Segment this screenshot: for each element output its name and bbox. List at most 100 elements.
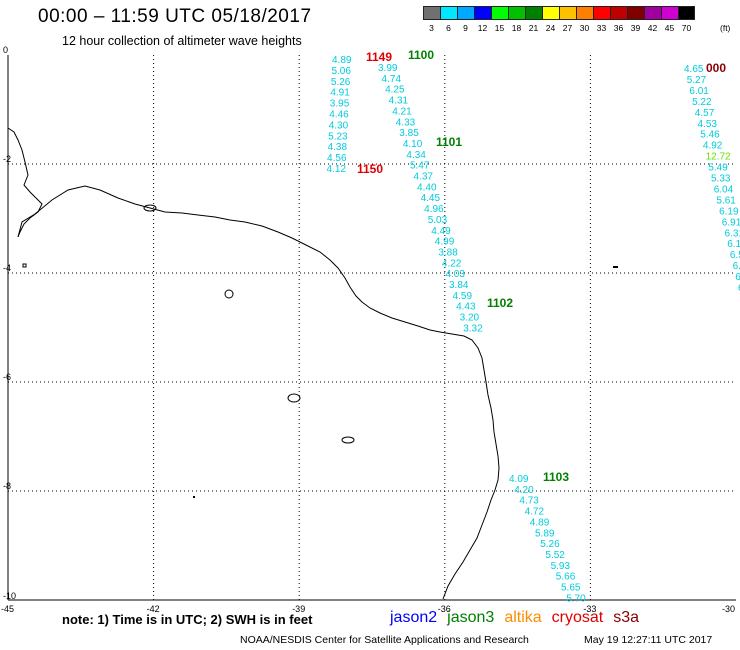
island-d (341, 436, 355, 444)
wave-height-value: 4.96 (424, 204, 444, 215)
wave-height-value: 4.91 (330, 88, 350, 99)
colorbar-swatch (491, 6, 508, 20)
colorbar-label: 70 (681, 23, 692, 33)
colorbar-label: 45 (664, 23, 675, 33)
wave-height-value: 4.73 (519, 496, 539, 507)
colorbar-label: 12 (477, 23, 488, 33)
colorbar-bin: 70 (678, 6, 695, 33)
colorbar-label: 27 (562, 23, 573, 33)
wave-height-value: 5.33 (711, 174, 731, 185)
wave-height-value: 5.23 (328, 131, 348, 142)
colorbar-swatch (440, 6, 457, 20)
satellite-legend-item: jason3 (447, 609, 495, 626)
colorbar-label: 15 (494, 23, 505, 33)
colorbar-bin: 21 (525, 6, 542, 33)
colorbar-swatch (678, 6, 695, 20)
wave-height-value: 3.32 (463, 323, 483, 334)
colorbar-bin: 39 (627, 6, 644, 33)
pass-time-label: 1149 (366, 50, 392, 64)
wave-height-value: 3.99 (378, 63, 398, 74)
wave-height-value: 5.46 (700, 130, 720, 141)
colorbar-swatch (525, 6, 542, 20)
pass-time-label: 000 (706, 61, 726, 75)
footer-timestamp: May 19 12:27:11 UTC 2017 (584, 634, 713, 646)
wave-height-value: 4.65 (684, 64, 704, 75)
colorbar-swatch (644, 6, 661, 20)
map-title: 00:00 – 11:59 UTC 05/18/2017 (38, 6, 312, 27)
x-tick-label: -39 (292, 604, 305, 614)
colorbar-swatch (474, 6, 491, 20)
wave-height-value: 5.93 (551, 561, 571, 572)
colorbar-swatch (593, 6, 610, 20)
colorbar-swatch (610, 6, 627, 20)
colorbar-unit: (ft) (720, 23, 731, 33)
wave-height-value: 3.20 (460, 313, 480, 324)
wave-height-value: 5.47 (410, 161, 430, 172)
wave-height-value: 5.22 (692, 97, 712, 108)
wave-height-value: 4.03 (445, 269, 465, 280)
colorbar-bin: 42 (644, 6, 661, 33)
wave-height-value: 4.34 (406, 150, 426, 161)
satellite-legend: jason2 jason3 altika cryosat s3a (390, 609, 649, 627)
y-tick-label: -4 (3, 263, 11, 273)
colorbar-swatch (508, 6, 525, 20)
colorbar-bin: 24 (542, 6, 559, 33)
colorbar-swatch (559, 6, 576, 20)
island-a (143, 204, 157, 212)
coastline-mainland (17, 185, 500, 600)
footer-credit: NOAA/NESDIS Center for Satellite Applica… (240, 634, 529, 646)
colorbar-bin: 3 (423, 6, 440, 33)
wave-height-value: 5.49 (708, 163, 728, 174)
wave-height-value: 4.49 (431, 226, 451, 237)
pass-time-label: 1103 (543, 470, 569, 484)
x-tick-label: -30 (722, 604, 735, 614)
pass-time-labels: 1149 1100 1101 1150 1102 1103 000 (357, 48, 726, 484)
wave-height-value: 4.89 (530, 517, 550, 528)
wave-height-value: 4.33 (396, 117, 416, 128)
colorbar-bin: 27 (559, 6, 576, 33)
wave-height-value: 5.03 (428, 215, 448, 226)
wave-height-value: 4.21 (392, 106, 412, 117)
wave-height-value: 6.1 (727, 239, 740, 250)
pass-time-label: 1100 (408, 48, 434, 62)
coastline (7, 127, 500, 600)
colorbar-label: 24 (545, 23, 556, 33)
colorbar-swatch (627, 6, 644, 20)
satellite-legend-item: jason2 (390, 609, 438, 626)
wave-height-value: 6.01 (689, 86, 709, 97)
wave-height-value: 5.89 (535, 528, 555, 539)
y-tick-label: -6 (3, 372, 11, 382)
wave-height-value: 6.3 (733, 261, 740, 272)
wave-height-value: 4.59 (453, 291, 473, 302)
wave-height-value: 4.43 (456, 302, 476, 313)
wave-height-value: 4.38 (328, 142, 348, 153)
colorbar-bin: 30 (576, 6, 593, 33)
satellite-legend-item: s3a (613, 609, 640, 626)
colorbar-label: 33 (596, 23, 607, 33)
island-c (287, 393, 301, 403)
grid-lines (8, 55, 736, 600)
satellite-legend-item: cryosat (551, 609, 604, 626)
wave-height-value: 4.46 (329, 110, 349, 121)
wave-height-value: 4.25 (385, 85, 405, 96)
wave-height-value: 4.89 (332, 55, 352, 66)
colorbar-bin: 12 (474, 6, 491, 33)
colorbar-bin: 15 (491, 6, 508, 33)
wave-height-value: 6.19 (719, 206, 739, 217)
colorbar-bin: 33 (593, 6, 610, 33)
y-tick-label: -8 (3, 481, 11, 491)
wave-height-value: 5.26 (331, 77, 351, 88)
island-g (613, 266, 618, 268)
wave-height-value: 4.99 (435, 237, 455, 248)
x-tick-label: -33 (583, 604, 596, 614)
wave-height-value: 4.56 (327, 153, 347, 164)
x-tick-label: -45 (1, 604, 14, 614)
colorbar-label: 42 (647, 23, 658, 33)
map-frame (7, 55, 736, 601)
wave-height-value: 4.12 (327, 164, 347, 175)
pass-time-label: 1150 (357, 162, 383, 176)
wave-height-value: 4.45 (421, 193, 441, 204)
colorbar-swatch (423, 6, 440, 20)
wave-height-value: 6.31 (725, 228, 740, 239)
wave-height-value: 5.70 (566, 593, 586, 604)
